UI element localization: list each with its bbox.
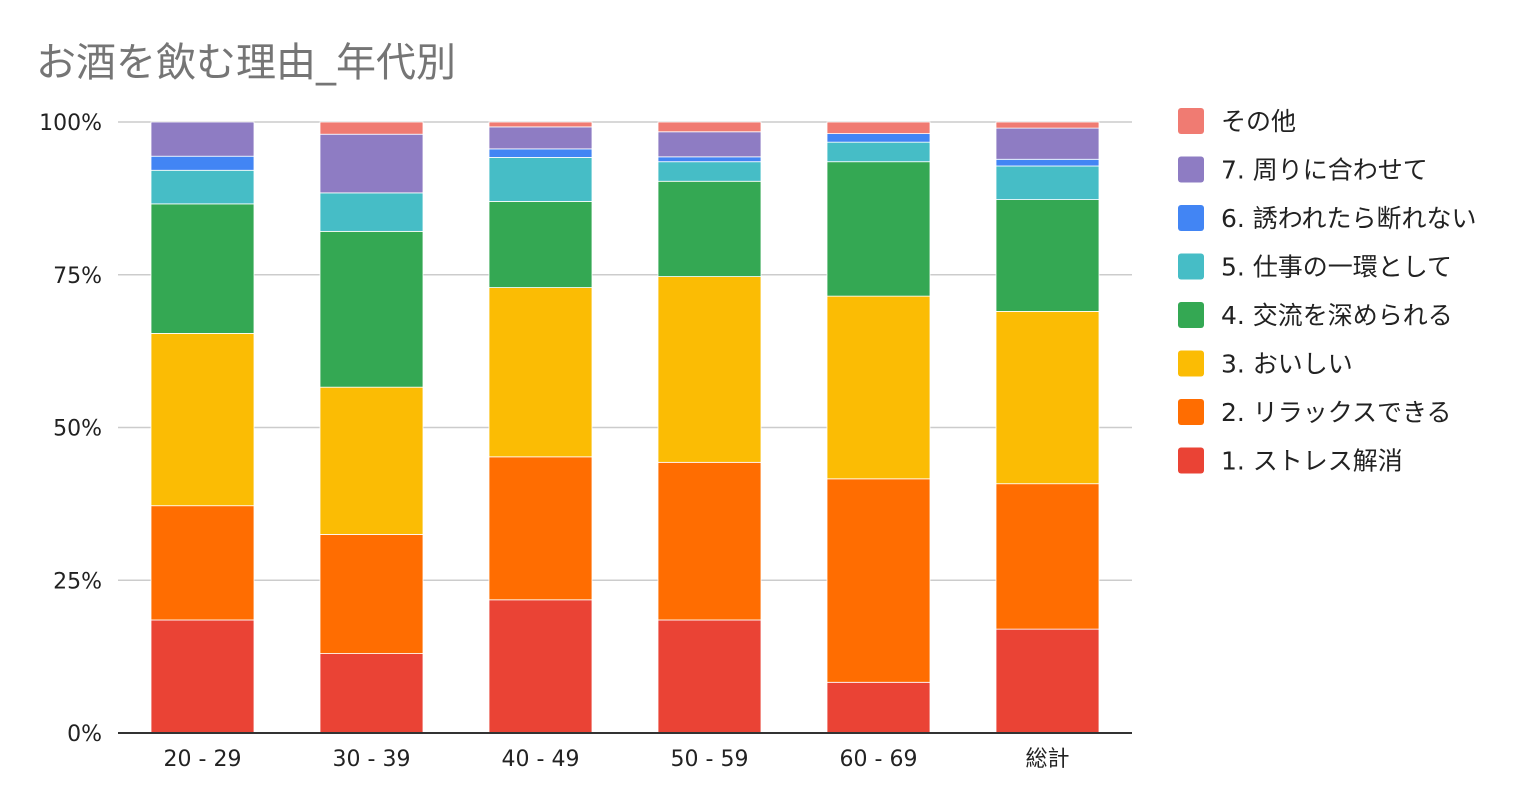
bars [150,121,1100,734]
x-tick-label: 50 - 59 [671,747,749,772]
legend-swatch [1178,447,1204,474]
x-tick-label: 20 - 29 [164,747,242,772]
bar-segment [150,619,255,734]
gridlines [118,121,1132,581]
y-tick-label: 100% [39,111,102,136]
bar-segment [657,276,762,463]
bar-segment [826,681,931,734]
bar-segment [995,165,1100,200]
bar-segment [488,287,593,458]
bar-segment [826,478,931,683]
bar-segment [150,169,255,205]
legend-label: 6. 誘われたら断れない [1221,204,1477,233]
legend-label: 3. おいしい [1221,350,1353,379]
x-tick-label: 60 - 69 [840,747,918,772]
bar-segment [150,121,255,157]
bar-segment [488,456,593,601]
bar-segment [826,161,931,297]
chart-title: お酒を飲む理由_年代別 [36,40,456,86]
legend: その他 7. 周りに合わせて 6. 誘われたら断れない 5. 仕事の一環として 4. 交… [1178,107,1477,476]
bar-segment [319,192,424,232]
y-tick-label: 0% [67,722,102,747]
bar-segment [150,155,255,171]
bar-segment [150,505,255,621]
legend-swatch [1178,302,1204,328]
bar-segment [826,141,931,163]
y-tick-label: 25% [53,569,102,594]
legend-swatch [1178,253,1204,280]
bar-segment [995,628,1100,734]
x-tick-label: 総計 [1025,747,1069,772]
legend-swatch [1178,205,1204,231]
y-tick-label: 50% [53,417,102,442]
x-tick-label: 30 - 39 [333,747,411,772]
legend-swatch [1178,350,1204,377]
x-tick-label: 40 - 49 [502,747,580,772]
bar-segment [995,311,1100,485]
bar-segment [488,599,593,734]
bar-segment [657,461,762,621]
bar-segment [995,121,1100,129]
legend-label: 1. ストレス解消 [1221,447,1403,476]
legend-swatch [1178,156,1204,183]
bar-segment [488,201,593,288]
bar-segment [995,158,1100,167]
legend-label: 5. 仕事の一環として [1221,253,1452,282]
bar-segment [995,199,1100,312]
legend-label: 2. リラックスできる [1221,398,1452,427]
bar-segment [319,230,424,388]
bar-segment [657,131,762,158]
bar-segment [319,386,424,535]
bar-segment [657,161,762,182]
legend-label: その他 [1221,107,1296,136]
bar-segment [657,156,762,163]
bar-segment [995,483,1100,630]
legend-label: 4. 交流を深められる [1221,301,1453,330]
bar-segment [150,203,255,334]
legend-swatch [1178,399,1204,425]
axes: 0% 25% 50% 75% 100% 20 - 29 30 - 39 40 - 49 50 -… [39,111,1132,772]
legend-swatch [1178,108,1204,134]
bar-segment [319,121,424,135]
bar-segment [319,534,424,654]
bar-segment [826,133,931,143]
bar-segment [488,148,593,158]
bar-segment [826,295,931,480]
y-tick-label: 75% [53,264,102,289]
bar-segment [657,619,762,734]
bar-segment [488,121,593,128]
bar-segment [995,127,1100,160]
bar-segment [488,157,593,202]
bar-segment [657,121,762,133]
bar-segment [319,653,424,734]
bar-segment [319,133,424,194]
bar-segment [826,121,931,135]
bar-segment [657,180,762,277]
bar-segment [150,333,255,507]
legend-label: 7. 周りに合わせて [1221,156,1428,185]
bar-segment [488,126,593,150]
